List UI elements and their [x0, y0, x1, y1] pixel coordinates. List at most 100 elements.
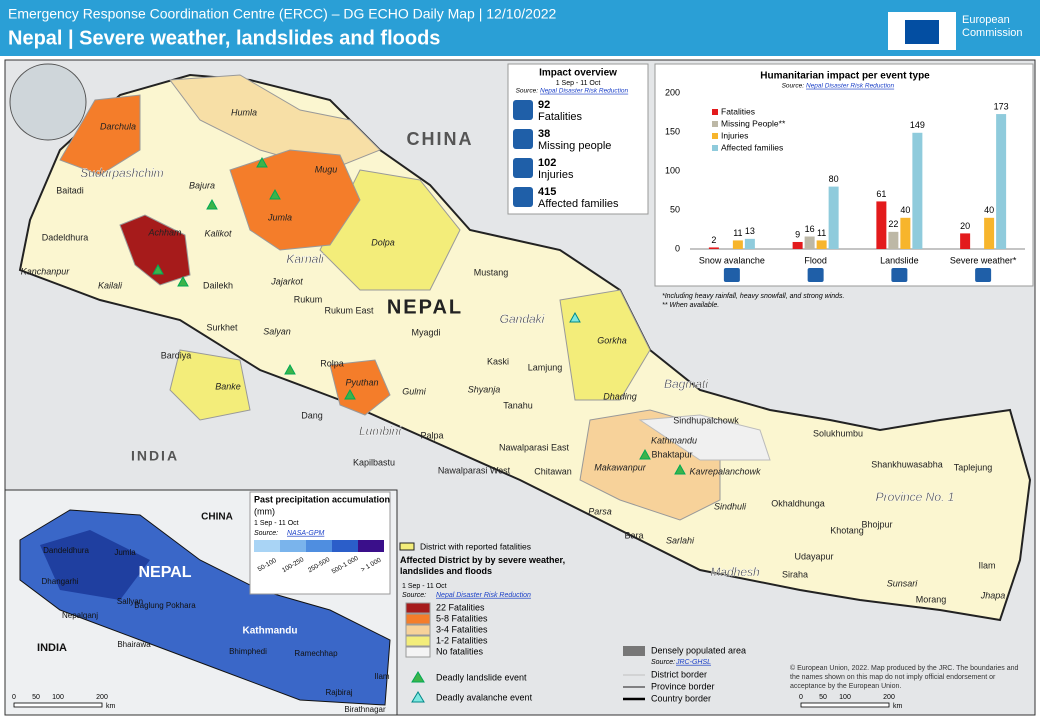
district-label: Bardiya	[161, 350, 192, 360]
overview-source-link[interactable]: Nepal Disaster Risk Reduction	[540, 88, 629, 95]
district-label: Dhading	[603, 391, 637, 401]
inset-label: Ilam	[374, 672, 389, 681]
scale-tick: 0	[12, 694, 16, 701]
bar	[792, 241, 803, 249]
bar	[876, 201, 887, 249]
district-label: Solukhumbu	[813, 428, 863, 438]
bar	[960, 233, 971, 249]
province-label: Bagmati	[664, 377, 708, 391]
scale-tick: 50	[32, 694, 40, 701]
scale-tick: 200	[96, 694, 108, 701]
copyright: © European Union, 2022. Map produced by …	[790, 665, 1019, 690]
district-label: Ilam	[978, 560, 995, 570]
inset-label: Nepalganj	[62, 611, 98, 620]
precip-swatch	[280, 540, 306, 552]
landslide-marker	[177, 275, 189, 287]
overview-icon	[513, 158, 533, 178]
inset-unit: (mm)	[254, 506, 275, 516]
landslide-symbol	[411, 671, 425, 683]
event-icon	[723, 268, 740, 282]
class-label: 22 Fatalities	[436, 602, 485, 612]
y-tick-label: 200	[665, 87, 680, 97]
inset-label: Birathnagar	[344, 705, 386, 714]
province-label: Karnali	[286, 252, 324, 266]
inset-source: Source:	[254, 530, 278, 537]
overview-value: 415	[538, 186, 556, 198]
inset-label: Dhangarhi	[42, 577, 79, 586]
district-label: Mugu	[315, 164, 338, 174]
legend-text: Country border	[651, 693, 711, 703]
x-tick-label: Landslide	[880, 255, 919, 265]
district-label: Kapilbastu	[353, 457, 395, 467]
logo-text: European Commission	[962, 14, 1023, 39]
value-label: 11	[733, 228, 742, 238]
scale-bar: 0 50 100 200 km 0 50 100 200 km	[12, 694, 902, 710]
district-label: Bhaktapur	[651, 449, 692, 459]
scale-unit: km	[893, 703, 903, 710]
legend-swatch	[712, 133, 718, 139]
inset-heavy-rain	[40, 530, 150, 600]
inset-label: NEPAL	[138, 564, 191, 581]
district-label: Parsa	[588, 506, 612, 516]
district-orange	[329, 359, 391, 416]
province-label: Madhesh	[710, 565, 760, 579]
district-label: Udayapur	[794, 551, 833, 561]
class-label: No fatalities	[436, 646, 484, 656]
legend-text: District border	[651, 669, 707, 679]
value-label: 40	[900, 205, 910, 215]
district-yellow	[169, 349, 251, 421]
bar	[732, 240, 743, 249]
overview-value: 38	[538, 128, 550, 140]
bar	[828, 186, 839, 249]
district-yellow	[559, 289, 651, 401]
district-label: Kavrepalanchowk	[689, 466, 761, 476]
overview-label: Fatalities	[538, 111, 583, 123]
landslide-marker	[269, 188, 281, 200]
value-label: 149	[910, 120, 925, 130]
overview-label: Injuries	[538, 169, 574, 181]
avalanche-marker	[569, 311, 581, 323]
legend-source-link[interactable]: Nepal Disaster Risk Reduction	[436, 592, 531, 599]
class-swatch	[405, 602, 431, 614]
inset-label: Bhairawa	[117, 640, 151, 649]
x-tick-label: Snow avalanche	[699, 255, 765, 265]
globe-locator	[9, 63, 87, 141]
chart-note: *Including heavy rainfall, heavy snowfal…	[662, 293, 845, 300]
bar	[888, 231, 899, 249]
inset-label: Ramechhap	[294, 649, 338, 658]
inset-label: Baglung Pokhara	[134, 601, 196, 610]
overview-title: Impact overview	[539, 68, 617, 79]
country-label: NEPAL	[387, 296, 463, 318]
district-label: Jumla	[267, 212, 292, 222]
district-label: Gorkha	[597, 335, 627, 345]
value-label: 61	[876, 189, 886, 199]
logo-text-wrap: European Commission	[962, 14, 1023, 39]
scale-tick: 100	[839, 694, 851, 701]
avalanche-symbol	[411, 691, 425, 703]
legend-source-link[interactable]: JRC-GHSL	[675, 659, 711, 666]
chart-source-link[interactable]: Nepal Disaster Risk Reduction	[806, 83, 895, 90]
district-label: Makawanpur	[594, 462, 647, 472]
district-label: Lamjung	[528, 362, 563, 372]
district-label: Baitadi	[56, 185, 84, 195]
district-label: Darchula	[100, 121, 136, 131]
province-label: Lumbini	[359, 424, 401, 438]
legend: District with reported fatalities Affecte…	[399, 541, 746, 703]
legend-swatch	[712, 145, 718, 151]
district-label: Pyuthan	[345, 377, 378, 387]
inset-source-link[interactable]: NASA-GPM	[287, 530, 325, 537]
chart-note: ** When available.	[662, 302, 719, 309]
class-label: 5-8 Fatalities	[436, 613, 488, 623]
district-label: Tanahu	[503, 400, 533, 410]
district-label: Dadeldhura	[42, 232, 89, 242]
district-orange	[59, 94, 141, 176]
province-label: Sudurpashchim	[80, 166, 163, 180]
district-label: Myagdi	[411, 327, 440, 337]
legend-label: Fatalities	[721, 106, 755, 116]
district-light-orange	[169, 74, 381, 171]
event-icon	[807, 268, 824, 282]
district-label: Salyan	[263, 326, 291, 336]
scale-tick: 0	[799, 694, 803, 701]
inset-label: Sallyan	[117, 597, 143, 606]
